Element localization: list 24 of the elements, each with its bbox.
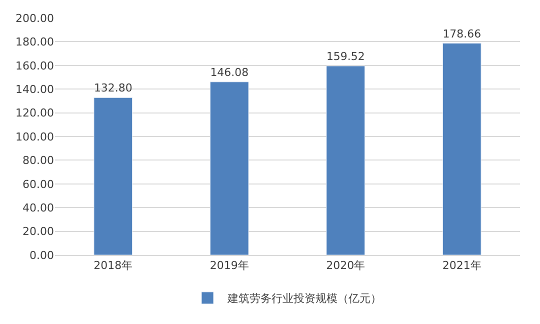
x-tick-label: 2019年 [210,259,249,272]
y-tick-label: 100.00 [16,130,54,144]
bar [94,97,133,255]
x-tick-label: 2020年 [326,259,366,272]
y-tick-label: 20.00 [22,225,54,238]
bar [210,82,249,255]
bar [326,66,366,255]
y-tick-label: 40.00 [22,201,54,214]
data-label: 178.66 [442,27,482,40]
y-tick-label: 140.00 [16,82,54,96]
legend-label: 建筑劳务行业投资规模（亿元） [226,292,382,306]
data-label: 132.80 [94,82,132,95]
y-tick-label: 160.00 [16,59,54,72]
y-tick-label: 80.00 [22,154,54,168]
y-tick-label: 120.00 [16,106,54,120]
y-tick-label: 60.00 [22,178,54,191]
data-label: 146.08 [210,66,249,79]
bar [442,43,482,255]
y-tick-label: 200.00 [16,12,54,25]
y-tick-label: 180.00 [16,36,54,49]
x-tick-label: 2018年 [94,259,133,272]
data-label: 159.52 [326,50,365,63]
y-tick-label: 0.00 [30,248,54,262]
x-tick-label: 2021年 [442,259,482,272]
